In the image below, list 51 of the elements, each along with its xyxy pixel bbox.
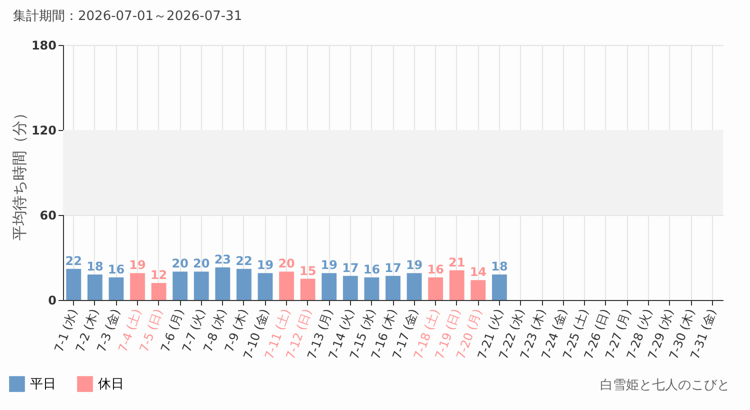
data-label: 19 — [256, 258, 274, 272]
data-label: 16 — [108, 262, 125, 276]
data-label: 14 — [470, 265, 487, 280]
bar — [236, 268, 252, 300]
bar — [470, 280, 486, 300]
text: 白雪姫と七人のこびと — [600, 377, 730, 394]
data-label: 20 — [172, 256, 188, 271]
y-tick-label: 0 — [48, 294, 56, 308]
bar — [279, 272, 294, 300]
data-label: 17 — [342, 260, 359, 275]
y-tick-label: 60 — [40, 208, 56, 222]
data-label: 22 — [65, 254, 82, 268]
bar — [492, 274, 507, 300]
bar — [364, 277, 380, 300]
data-label: 18 — [491, 260, 508, 274]
data-label: 12 — [150, 268, 168, 282]
legend-label: 平日 — [30, 377, 56, 392]
data-label: 23 — [214, 252, 232, 266]
y-tick-label: 180 — [31, 38, 56, 52]
data-label: 16 — [427, 262, 444, 276]
data-label: 15 — [299, 264, 316, 278]
legend-label: 休日 — [98, 377, 124, 392]
bar — [215, 267, 230, 300]
bar — [258, 273, 273, 300]
data-label: 21 — [448, 255, 466, 270]
y-tick-label: 120 — [31, 124, 56, 138]
bar — [428, 277, 444, 300]
data-label: 18 — [86, 260, 104, 274]
bar — [108, 277, 124, 300]
bar — [300, 278, 316, 300]
bar — [449, 270, 464, 300]
bar — [172, 272, 188, 300]
data-label: 22 — [236, 254, 252, 268]
data-label: 20 — [278, 256, 295, 271]
bar — [130, 273, 145, 300]
data-label: 20 — [193, 256, 210, 271]
bar — [194, 272, 209, 300]
bar — [66, 268, 82, 300]
data-label: 19 — [129, 258, 146, 272]
bar — [342, 276, 358, 300]
data-label: 17 — [384, 260, 402, 275]
bar — [386, 276, 400, 300]
bar — [151, 283, 166, 300]
chart-title: 集計期間：2026-07-01～2026-07-31 — [13, 9, 242, 24]
bar — [322, 273, 337, 300]
y-axis-title: 平均待ち時間（分） — [10, 106, 28, 240]
bar — [406, 273, 422, 300]
data-label: 19 — [320, 258, 338, 272]
bar — [87, 274, 102, 300]
data-label: 16 — [363, 262, 380, 276]
data-label: 19 — [406, 258, 423, 272]
